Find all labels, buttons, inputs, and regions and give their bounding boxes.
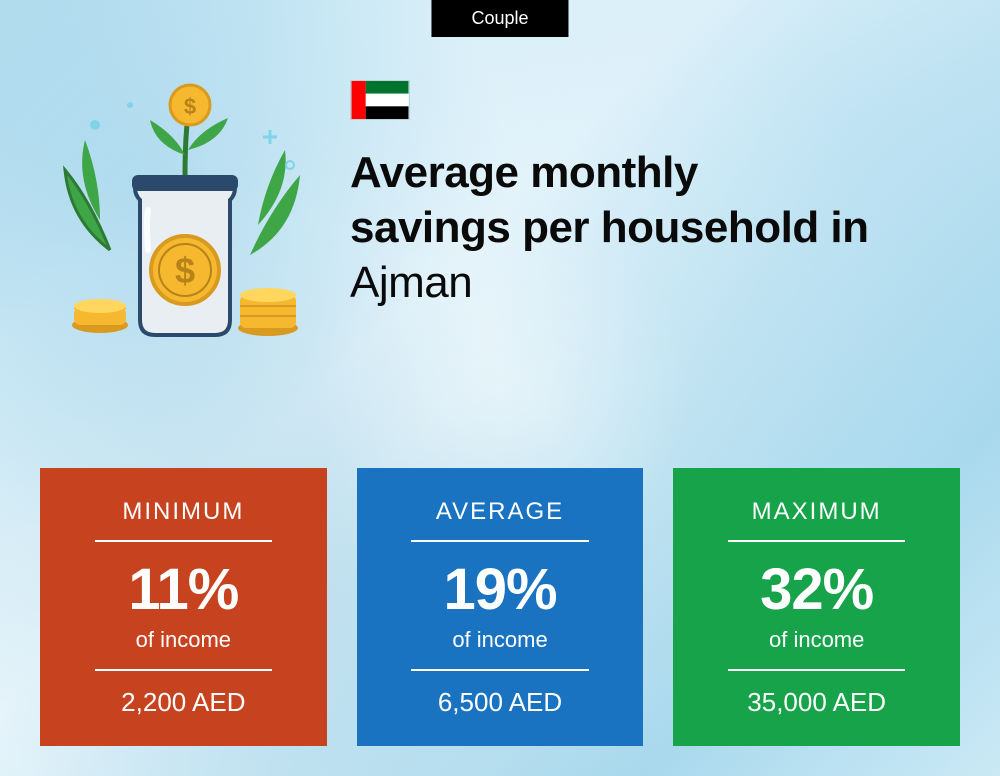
stat-cards: MINIMUM 11% of income 2,200 AED AVERAGE … xyxy=(40,468,960,746)
card-percent: 11% xyxy=(128,556,238,623)
card-percent: 19% xyxy=(443,556,556,623)
title-line-2: savings per household in xyxy=(350,203,869,252)
card-amount: 35,000 AED xyxy=(747,687,886,718)
title-line-1: Average monthly xyxy=(350,148,698,197)
card-label: MINIMUM xyxy=(122,498,244,526)
card-subtext: of income xyxy=(136,627,231,653)
card-amount: 2,200 AED xyxy=(121,687,245,718)
page-title: Average monthly savings per household in… xyxy=(350,145,960,310)
card-amount: 6,500 AED xyxy=(438,687,562,718)
card-percent: 32% xyxy=(760,556,873,623)
savings-illustration: $ $ xyxy=(40,70,320,350)
card-label: AVERAGE xyxy=(436,498,564,526)
svg-text:$: $ xyxy=(184,94,196,119)
card-maximum: MAXIMUM 32% of income 35,000 AED xyxy=(673,468,960,746)
title-block: Average monthly savings per household in… xyxy=(350,70,960,310)
divider xyxy=(95,669,273,671)
divider xyxy=(95,540,273,542)
card-subtext: of income xyxy=(769,627,864,653)
card-subtext: of income xyxy=(452,627,547,653)
divider xyxy=(411,669,589,671)
divider xyxy=(728,540,906,542)
divider xyxy=(411,540,589,542)
card-minimum: MINIMUM 11% of income 2,200 AED xyxy=(40,468,327,746)
svg-text:$: $ xyxy=(175,250,195,291)
category-tab: Couple xyxy=(431,0,568,37)
city-name: Ajman xyxy=(350,258,472,307)
header: $ $ Average monthly savings per househol… xyxy=(40,70,960,350)
card-label: MAXIMUM xyxy=(752,498,882,526)
card-average: AVERAGE 19% of income 6,500 AED xyxy=(357,468,644,746)
divider xyxy=(728,669,906,671)
uae-flag-icon xyxy=(350,80,410,120)
